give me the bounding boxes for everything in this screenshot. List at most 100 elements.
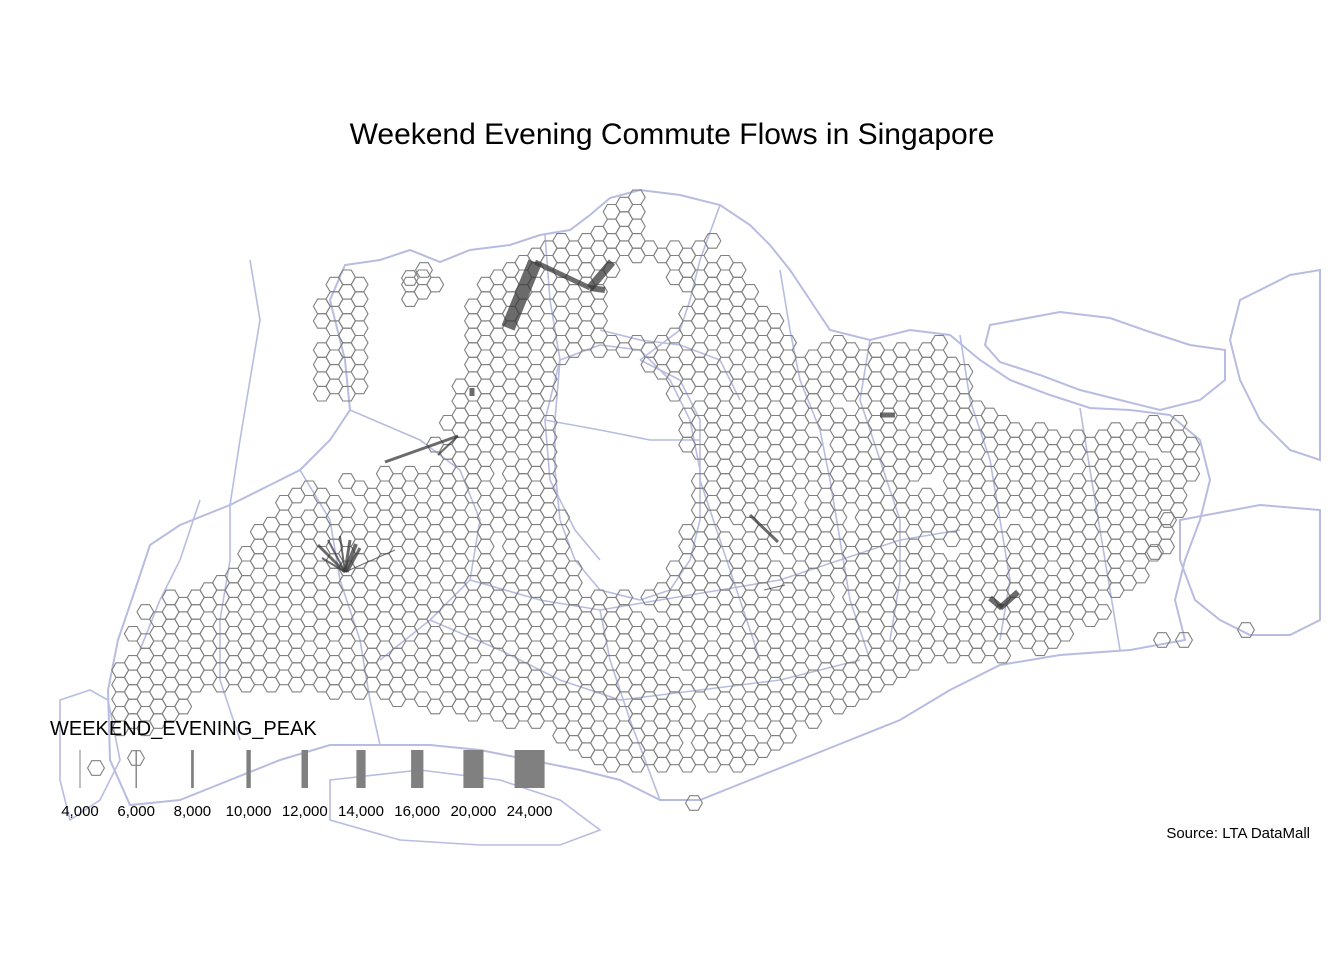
boundary-line-15 [229, 259, 261, 506]
hexagon-cell [728, 262, 747, 278]
hexagon-cell [350, 334, 369, 351]
legend-swatch [191, 750, 194, 788]
flow-line [344, 549, 396, 573]
planning-boundaries [59, 188, 1321, 846]
boundary-line-16 [139, 499, 201, 651]
hexagon-cell [476, 538, 495, 555]
hexagon-cell [1169, 487, 1188, 504]
flow-line [589, 285, 606, 293]
hexagon-cell [350, 305, 369, 322]
flow-line [321, 557, 346, 573]
flow-line [748, 513, 780, 544]
hexagon-cell [930, 334, 949, 351]
flow-line [533, 259, 592, 291]
legend-label: 12,000 [281, 803, 328, 820]
hexagon-cell [778, 334, 798, 351]
flow-line [586, 259, 616, 291]
flow-line [437, 435, 459, 456]
hexagon-cell [1182, 451, 1201, 467]
hexagon-cell [86, 760, 106, 776]
boundary-line-10 [639, 204, 721, 361]
reservoir-outline [554, 344, 701, 601]
hexagon-cell [778, 494, 798, 511]
hexagon-cell [126, 750, 146, 766]
hexagon-cell [539, 473, 558, 489]
boundary-line-8 [219, 505, 241, 741]
hexagon-cell [589, 313, 609, 329]
hexagon-cell [174, 698, 193, 715]
hexagon-cell [1169, 502, 1188, 518]
hexagon-cell [627, 218, 646, 235]
hexagon-cell [539, 487, 558, 504]
legend-swatch [79, 750, 81, 788]
flow-line [345, 547, 362, 573]
legend-label: 16,000 [394, 803, 441, 820]
hexagon-cell [337, 502, 357, 518]
hexagon-grid [86, 189, 1256, 811]
boundary-line-4 [469, 529, 961, 611]
legend-label: 20,000 [450, 803, 497, 820]
hexagon-cell [627, 189, 646, 206]
flow-line [316, 543, 347, 574]
flow-line [763, 584, 786, 591]
boundary-line-5 [959, 334, 1011, 641]
hexagon-cell [703, 233, 722, 249]
hexagon-cell [350, 320, 369, 337]
legend-swatch [463, 750, 484, 788]
hexagon-cell [741, 284, 760, 300]
hexagon-cell [476, 465, 495, 482]
legend-label: 10,000 [225, 803, 272, 820]
flow-line [327, 539, 346, 573]
boundary-line-7 [299, 469, 381, 746]
hexagon-cell [1236, 622, 1256, 638]
airport-outline [1179, 503, 1321, 636]
flow-line [998, 589, 1020, 611]
hexagon-cell [804, 436, 823, 453]
hexagon-cell [1093, 604, 1113, 620]
hexagon-cell [1131, 567, 1150, 584]
legend-marks [79, 750, 545, 788]
boundary-line-12 [429, 619, 861, 701]
hexagon-cell [993, 647, 1012, 664]
hexagon-cell [778, 727, 798, 744]
hexagon-cell [766, 313, 785, 329]
hexagon-cell [426, 276, 445, 293]
legend-label: 24,000 [506, 803, 553, 820]
hexagon-cell [539, 385, 558, 402]
legend-swatch [411, 750, 424, 788]
legend-swatch [246, 750, 251, 788]
legend-label: 4,000 [61, 803, 99, 820]
hexagon-cell [589, 298, 609, 315]
hexagon-cell [804, 713, 823, 729]
boundary-line-0 [349, 409, 481, 661]
boundary-line-6 [1079, 407, 1121, 651]
hexagon-cell [1182, 465, 1201, 482]
hexagon-cell [917, 604, 936, 620]
legend-swatch [514, 750, 545, 788]
hexagon-cell [350, 276, 369, 293]
legend-swatch [135, 750, 137, 788]
hexagon-cell [350, 364, 369, 380]
hexagon-cell [955, 378, 974, 395]
hexagon-cell [627, 203, 646, 220]
hexagon-cell [552, 538, 571, 555]
hexagon-cell [564, 575, 583, 591]
legend-title: WEEKEND_EVENING_PEAK [50, 718, 317, 740]
legend-label: 6,000 [117, 803, 155, 820]
hexagon-cell [1182, 436, 1201, 453]
hexagon-cell [678, 698, 697, 715]
boundary-line-14 [544, 419, 700, 441]
hexagon-cell [552, 524, 571, 540]
hexagon-cell [1145, 544, 1165, 560]
hexagon-cell [1056, 625, 1075, 642]
legend-swatch [356, 750, 366, 788]
island-outline [106, 188, 1212, 807]
hexagon-cell [564, 560, 583, 577]
hexagon-cell [1174, 632, 1194, 648]
island-ubin-outline [983, 310, 1226, 412]
flow-line [339, 535, 346, 573]
hexagon-cell [350, 378, 369, 395]
boundary-line-9 [599, 609, 661, 801]
hexagon-cell [829, 509, 848, 526]
